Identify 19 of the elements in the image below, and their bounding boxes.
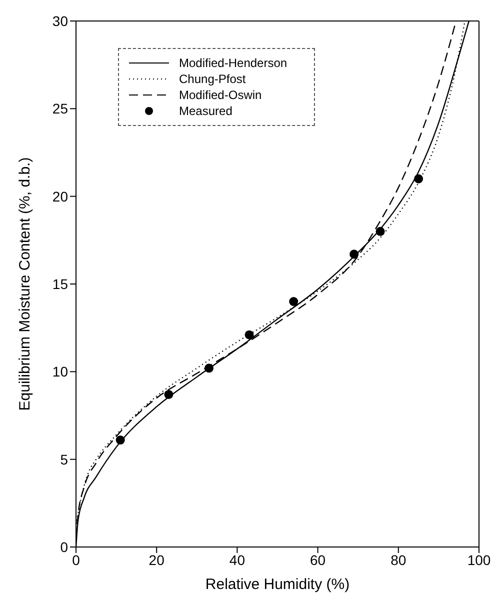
- y-axis-title: Equilibrium Moisture Content (%, d.b.): [16, 157, 34, 411]
- y-tick-label: 15: [52, 276, 68, 292]
- y-tick-label: 25: [52, 100, 68, 117]
- x-tick-label: 40: [229, 552, 246, 568]
- y-tick-label: 5: [60, 451, 68, 468]
- legend-label: Measured: [179, 104, 232, 118]
- x-tick-label: 60: [310, 552, 326, 568]
- y-tick-label: 30: [52, 12, 68, 29]
- legend-label: Modified-Oswin: [179, 88, 262, 102]
- y-tick-label: 0: [60, 538, 68, 555]
- legend-label: Modified-Henderson: [179, 56, 288, 70]
- x-tick-label: 100: [467, 552, 491, 568]
- x-tick-label: 80: [390, 552, 406, 568]
- y-tick-label: 20: [52, 188, 68, 204]
- x-tick-label: 0: [72, 552, 80, 568]
- legend-label: Chung-Pfost: [179, 72, 246, 86]
- y-tick-label: 10: [52, 364, 68, 380]
- x-axis-title: Relative Humidity (%): [205, 576, 350, 593]
- x-tick-label: 20: [148, 552, 165, 568]
